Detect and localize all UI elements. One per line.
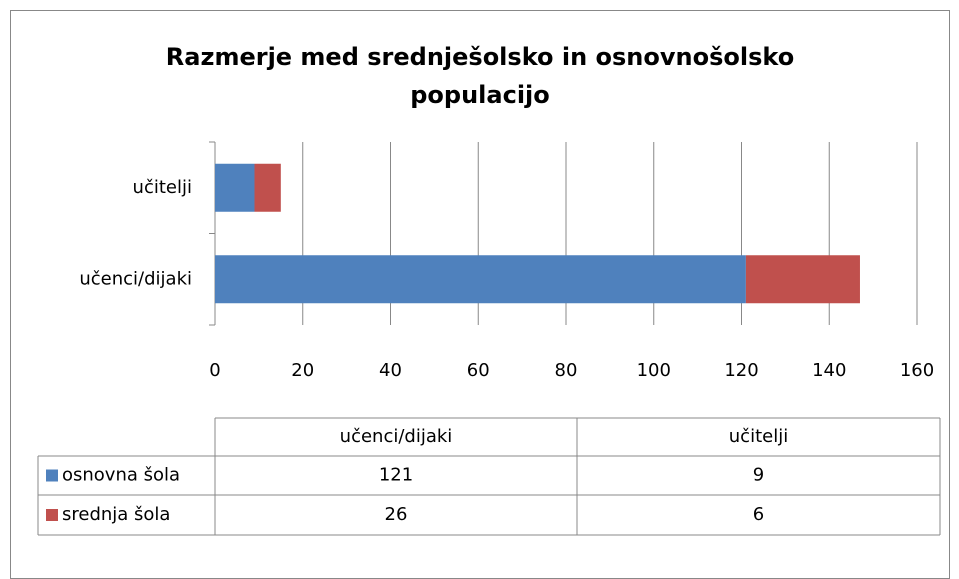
x-tick-label: 80 <box>555 360 578 381</box>
bar-segment <box>215 163 255 212</box>
bar-segment <box>745 255 860 304</box>
table-header: učenci/dijaki <box>340 426 453 447</box>
bar-segment <box>254 163 281 212</box>
table-value: 6 <box>753 504 764 525</box>
legend-label: srednja šola <box>62 504 170 525</box>
y-tick-label: učenci/dijaki <box>79 268 192 289</box>
x-tick-label: 0 <box>209 360 220 381</box>
x-tick-label: 160 <box>900 360 934 381</box>
table-header: učitelji <box>729 426 788 447</box>
x-tick-label: 120 <box>724 360 758 381</box>
x-tick-label: 140 <box>812 360 846 381</box>
x-tick-label: 60 <box>467 360 490 381</box>
x-tick-label: 20 <box>291 360 314 381</box>
legend-label: osnovna šola <box>62 465 180 486</box>
legend-swatch <box>46 509 58 521</box>
table-value: 9 <box>753 465 764 486</box>
chart-title: Razmerje med srednješolsko in osnovnošol… <box>165 43 795 109</box>
table-value: 26 <box>385 504 408 525</box>
x-tick-label: 40 <box>379 360 402 381</box>
table-value: 121 <box>379 465 413 486</box>
legend-swatch <box>46 469 58 482</box>
x-tick-label: 100 <box>637 360 671 381</box>
y-tick-label: učitelji <box>133 177 192 198</box>
bar-segment <box>215 255 746 304</box>
